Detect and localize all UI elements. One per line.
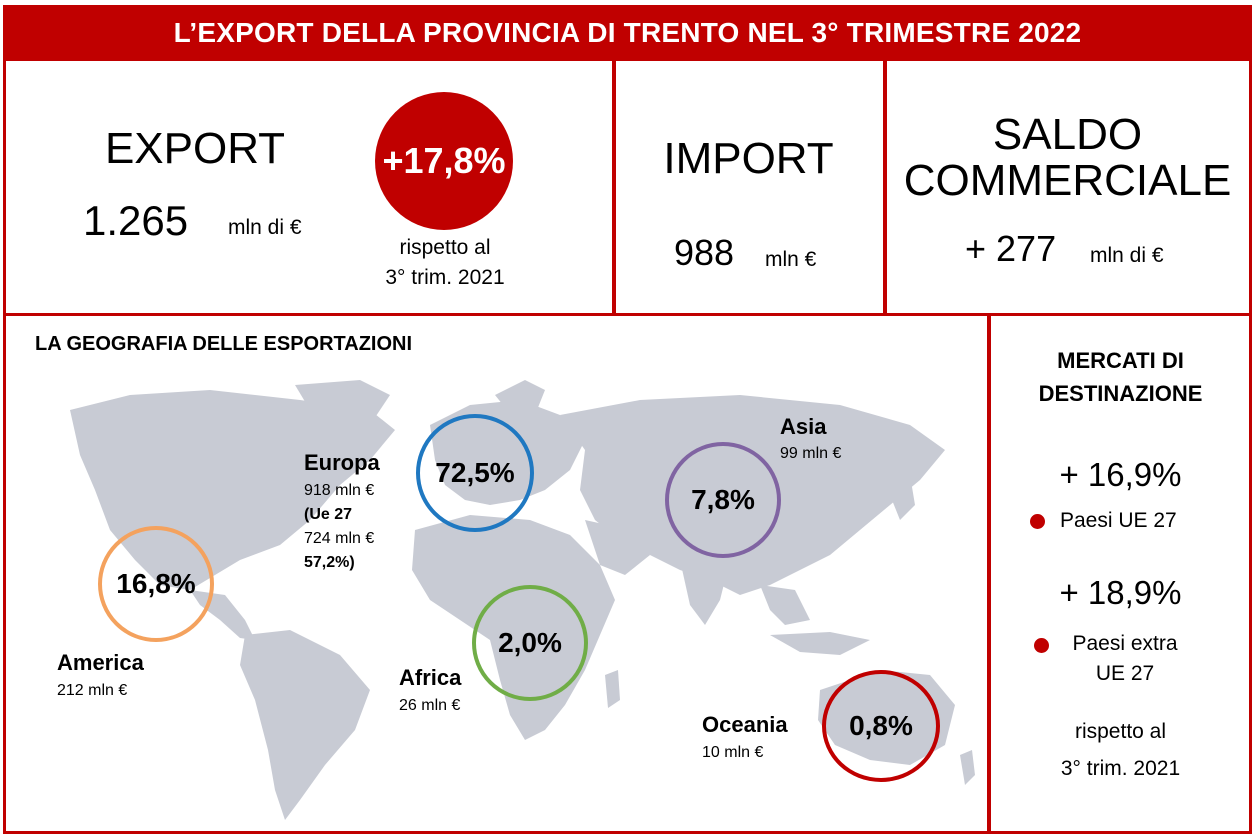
asia-share-ring: 7,8% [665, 442, 781, 558]
ue-bullet-dot [1030, 514, 1045, 529]
markets-extra-ue-label-line2: UE 27 [1095, 662, 1155, 685]
bottom-left-border [3, 316, 6, 833]
export-unit: mln di € [228, 216, 302, 239]
europa-ue-line2: 724 mln € [304, 530, 375, 547]
oceania-value: 10 mln € [702, 744, 764, 761]
top-left-border [3, 61, 6, 314]
markets-extra-ue-change: + 18,9% [1059, 574, 1182, 611]
america-share-ring: 16,8% [98, 526, 214, 642]
europa-name: Europa [304, 450, 380, 475]
import-value: 988 [674, 232, 735, 273]
saldo-label-line1: SALDO [992, 110, 1143, 159]
oceania-share-ring: 0,8% [822, 670, 940, 782]
export-change-badge: +17,8% [375, 92, 513, 230]
export-comparison-line1: rispetto al [399, 236, 491, 259]
bottom-border [3, 831, 1252, 834]
oceania-name: Oceania [702, 712, 788, 737]
bottom-right-border [1249, 316, 1252, 833]
europa-value: 918 mln € [304, 482, 375, 499]
top-right-border [1249, 61, 1252, 314]
asia-value: 99 mln € [780, 445, 842, 462]
africa-share-ring: 2,0% [472, 585, 588, 701]
europa-ue-line3: 57,2%) [304, 554, 355, 571]
saldo-unit: mln di € [1090, 244, 1164, 267]
europa-share-ring: 72,5% [416, 414, 534, 532]
geography-title: LA GEOGRAFIA DELLE ESPORTAZIONI [35, 333, 413, 355]
markets-comparison-line2: 3° trim. 2021 [1060, 757, 1181, 780]
europa-ue-line1: (Ue 27 [304, 506, 353, 523]
page-title: L’EXPORT DELLA PROVINCIA DI TRENTO NEL 3… [3, 5, 1252, 61]
divider-import-saldo [883, 61, 887, 314]
section-divider [3, 313, 1252, 316]
export-value: 1.265 [83, 197, 189, 244]
saldo-value: + 277 [965, 228, 1057, 269]
export-label: EXPORT [104, 124, 286, 173]
divider-export-import [612, 61, 616, 314]
africa-value: 26 mln € [399, 697, 461, 714]
divider-map-markets [987, 316, 991, 833]
import-unit: mln € [765, 248, 817, 271]
markets-extra-ue-label-line1: Paesi extra [1072, 632, 1178, 655]
saldo-label-line2: COMMERCIALE [903, 156, 1232, 205]
markets-ue-change: + 16,9% [1059, 456, 1182, 493]
extra-ue-bullet-dot [1034, 638, 1049, 653]
import-label: IMPORT [663, 134, 834, 183]
export-comparison-line2: 3° trim. 2021 [385, 266, 505, 289]
markets-title-line1: MERCATI DI [1057, 348, 1184, 373]
markets-ue-label: Paesi UE 27 [1060, 509, 1177, 532]
asia-name: Asia [780, 414, 827, 439]
africa-name: Africa [399, 665, 462, 690]
markets-comparison-line1: rispetto al [1074, 720, 1167, 743]
america-value: 212 mln € [57, 682, 128, 699]
america-name: America [57, 650, 144, 675]
markets-title-line2: DESTINAZIONE [1038, 381, 1203, 406]
